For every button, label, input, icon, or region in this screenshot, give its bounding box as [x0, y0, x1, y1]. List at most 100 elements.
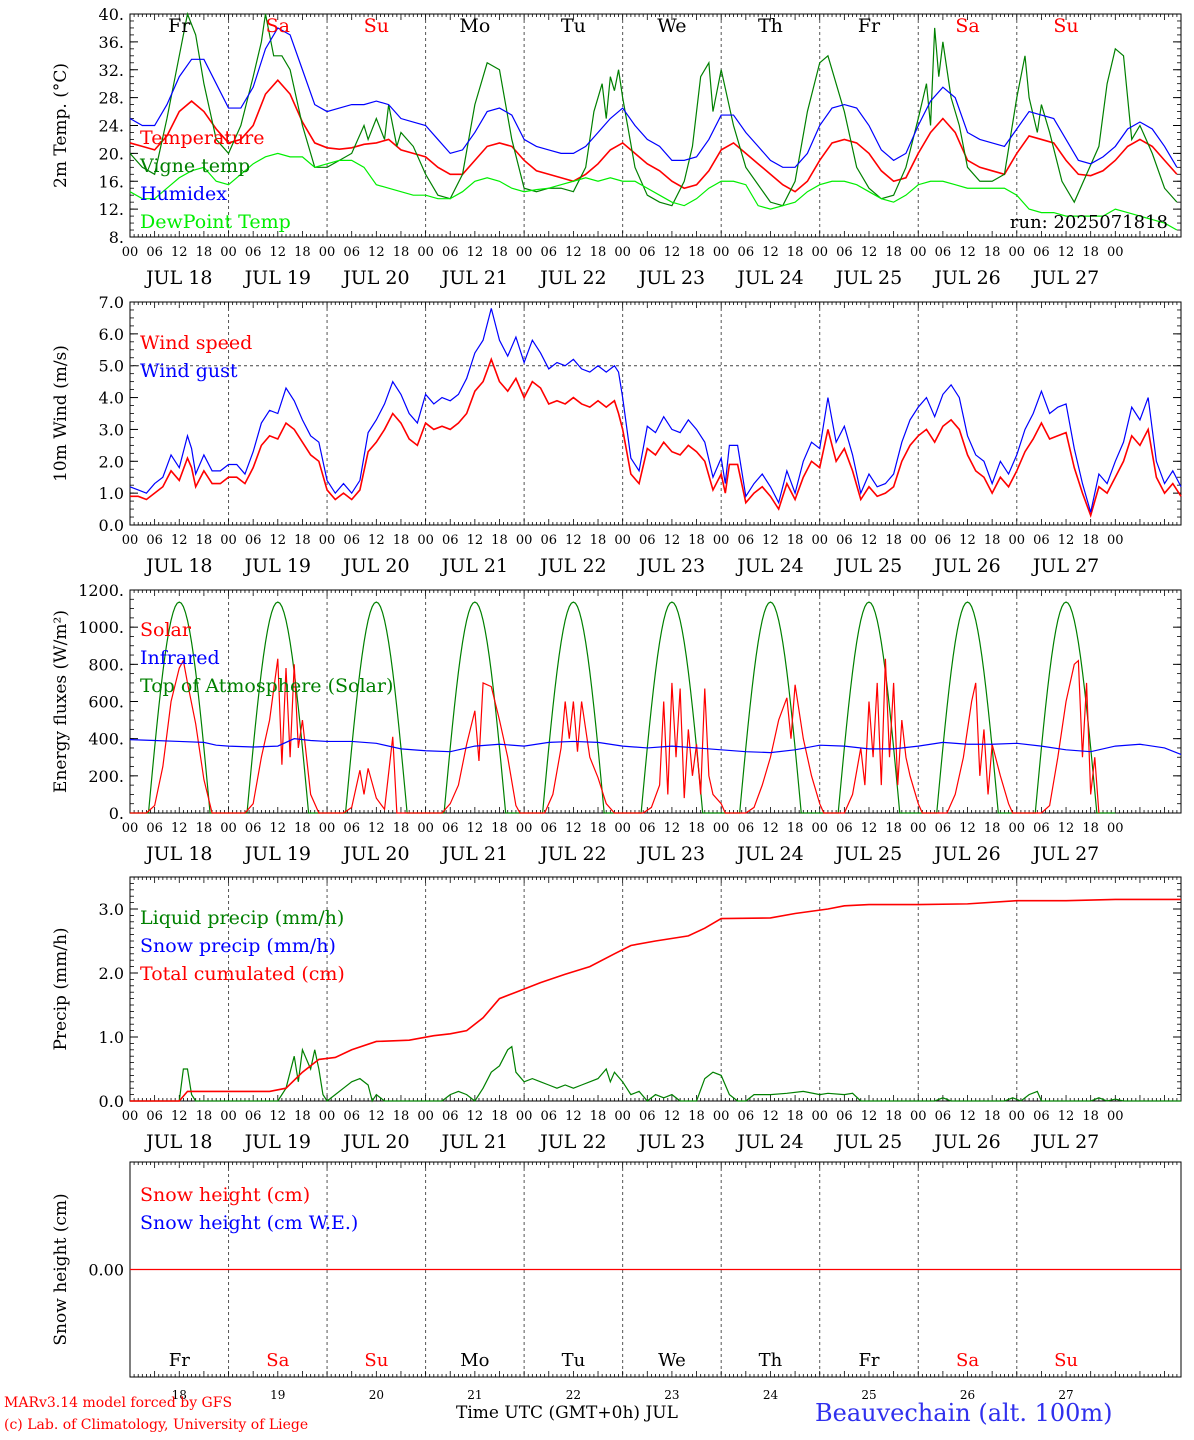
energy-x-tick-label: 00 [122, 821, 139, 836]
energy-x-tick-label: 00 [713, 821, 730, 836]
bottom-day-number: 22 [566, 1388, 581, 1402]
footer-model: MARv3.14 model forced by GFS [4, 1395, 233, 1411]
wind-y-tick-label: 4.0 [99, 389, 124, 408]
temp-date-label: JUL 25 [834, 267, 902, 289]
energy-x-tick-label: 00 [910, 821, 927, 836]
temp-x-tick-label: 06 [639, 245, 656, 260]
temp-series-temperature [129, 78, 1178, 193]
energy-x-tick-label: 06 [1033, 821, 1050, 836]
bottom-day-name: Su [1054, 1350, 1078, 1371]
bottom-day-number: 24 [763, 1388, 779, 1402]
bottom-day-number: 18 [172, 1388, 187, 1402]
wind-x-tick-label: 12 [762, 533, 779, 548]
wind-x-tick-label: 00 [614, 533, 631, 548]
toa-solar-line [1016, 601, 1116, 814]
energy-x-tick-label: 00 [614, 821, 631, 836]
wind-x-tick-label: 06 [442, 533, 459, 548]
wind-x-tick-label: 12 [959, 533, 976, 548]
energy-date-label: JUL 27 [1031, 843, 1099, 865]
energy-x-tick-label: 00 [319, 821, 336, 836]
snow-legend-entry: Snow height (cm W.E.) [140, 1212, 358, 1234]
wind-legend-entry: Wind speed [140, 332, 252, 354]
temp-x-tick-label: 06 [146, 245, 163, 260]
snow-y-tick-label: 0.00 [88, 1261, 124, 1280]
energy-x-tick-label: 06 [738, 821, 755, 836]
temp-x-tick-label: 18 [787, 245, 804, 260]
wind-y-axis-label: 10m Wind (m/s) [51, 345, 71, 482]
precip-date-label: JUL 27 [1031, 1131, 1099, 1153]
precip-x-tick-label: 18 [885, 1109, 902, 1124]
energy-x-tick-label: 12 [270, 821, 287, 836]
wind-x-tick-label: 18 [294, 533, 311, 548]
energy-x-tick-label: 12 [565, 821, 582, 836]
wind-x-tick-label: 06 [1033, 533, 1050, 548]
temp-date-label: JUL 21 [440, 267, 508, 289]
wind-x-tick-label: 18 [787, 533, 804, 548]
wind-date-label: JUL 22 [538, 555, 606, 577]
temp-series-vigne-temp [129, 11, 1178, 207]
precip-x-tick-label: 00 [1009, 1109, 1026, 1124]
wind-x-tick-label: 18 [1082, 533, 1099, 548]
wind-x-tick-label: 18 [885, 533, 902, 548]
temp-date-label: JUL 23 [637, 267, 705, 289]
temp-date-label: JUL 24 [735, 267, 803, 289]
precip-series-liquid-precip-mm-h [130, 1045, 1181, 1103]
x-axis-label: Time UTC (GMT+0h) JUL [456, 1403, 678, 1423]
temp-date-label: JUL 22 [538, 267, 606, 289]
temp-series-dewpoint-temp [129, 152, 1178, 231]
bottom-day-number: 25 [861, 1388, 876, 1402]
precip-x-tick-label: 12 [270, 1109, 287, 1124]
energy-x-tick-label: 00 [516, 821, 533, 836]
precip-x-tick-label: 12 [861, 1109, 878, 1124]
temp-x-tick-label: 18 [590, 245, 607, 260]
precip-x-tick-label: 12 [959, 1109, 976, 1124]
bottom-day-name: Sa [956, 1350, 979, 1371]
wind-date-label: JUL 19 [243, 555, 311, 577]
wind-y-tick-label: 2.0 [99, 452, 124, 471]
wind-x-tick-label: 06 [935, 533, 952, 548]
precip-x-tick-label: 00 [713, 1109, 730, 1124]
temp-x-tick-label: 18 [1082, 245, 1099, 260]
energy-x-tick-label: 12 [1058, 821, 1075, 836]
precip-legend-entry: Total cumulated (cm) [140, 963, 345, 985]
wind-x-tick-label: 00 [811, 533, 828, 548]
energy-x-tick-label: 00 [417, 821, 434, 836]
precip-x-tick-label: 18 [294, 1109, 311, 1124]
run-label: run: 2025071818 [1010, 212, 1168, 233]
wind-x-tick-label: 18 [984, 533, 1001, 548]
temp-x-tick-label: 18 [196, 245, 213, 260]
toa-solar-line [425, 601, 525, 814]
temp-x-tick-label: 06 [935, 245, 952, 260]
wind-x-tick-label: 06 [738, 533, 755, 548]
energy-series-infrared [129, 738, 1182, 756]
wind-x-tick-label: 12 [565, 533, 582, 548]
precip-date-label: JUL 23 [637, 1131, 705, 1153]
wind-x-tick-label: 06 [146, 533, 163, 548]
bottom-day-name: Su [364, 1350, 388, 1371]
precip-x-tick-label: 06 [1033, 1109, 1050, 1124]
energy-y-tick-label: 1200. [78, 581, 124, 600]
energy-y-tick-label: 400. [88, 730, 124, 749]
temp-x-tick-label: 12 [861, 245, 878, 260]
energy-x-tick-label: 12 [762, 821, 779, 836]
toa-solar-line [721, 601, 820, 814]
precip-x-tick-label: 06 [245, 1109, 262, 1124]
bottom-day-name: Fr [858, 1350, 879, 1371]
wind-y-tick-label: 3.0 [99, 420, 124, 439]
energy-x-tick-label: 00 [811, 821, 828, 836]
temp-y-tick-label: 32. [99, 61, 124, 80]
temp-x-tick-label: 18 [688, 245, 705, 260]
bottom-day-name: Tu [562, 1350, 586, 1371]
energy-x-tick-label: 06 [540, 821, 557, 836]
energy-x-tick-label: 18 [984, 821, 1001, 836]
temp-date-label: JUL 20 [341, 267, 409, 289]
wind-x-tick-label: 12 [467, 533, 484, 548]
precip-x-tick-label: 18 [688, 1109, 705, 1124]
precip-y-tick-label: 3.0 [99, 900, 124, 919]
precip-date-label: JUL 22 [538, 1131, 606, 1153]
wind-x-tick-label: 12 [270, 533, 287, 548]
energy-x-tick-label: 18 [491, 821, 508, 836]
wind-x-tick-label: 12 [1058, 533, 1075, 548]
temp-y-tick-label: 36. [99, 33, 124, 52]
